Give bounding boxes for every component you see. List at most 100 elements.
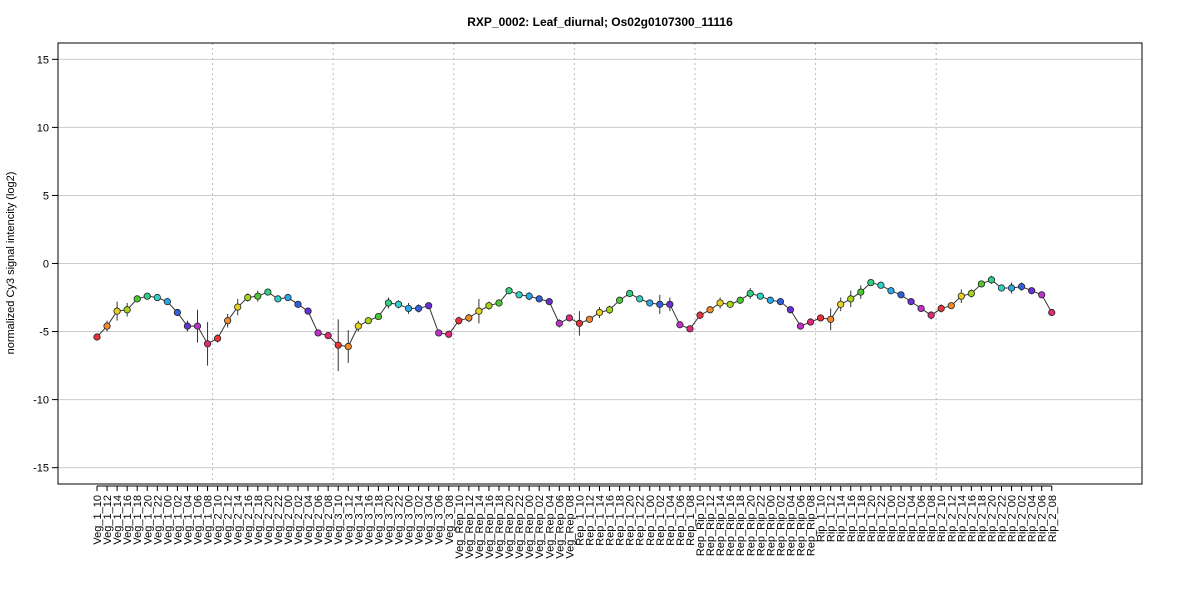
data-point: [947, 302, 955, 310]
data-point: [595, 308, 604, 317]
x-tick-label: Rep_Rip_02: [775, 495, 787, 556]
x-tick-label: Rip_2_16: [966, 495, 978, 542]
data-point: [897, 291, 905, 299]
x-tick-label: Veg_2_10: [213, 495, 225, 545]
x-tick-label: Veg_Rep_22: [514, 495, 526, 559]
x-tick-label: Rip_1_16: [846, 495, 858, 542]
x-axis: Veg_1_10Veg_1_12Veg_1_14Veg_1_16Veg_1_18…: [92, 485, 1059, 559]
data-point: [505, 287, 513, 295]
x-tick-label: Veg_1_18: [132, 495, 144, 545]
x-tick-label: Rip_1_08: [926, 495, 938, 542]
y-tick-label: 10: [37, 122, 49, 134]
x-tick-label: Veg_Rep_04: [544, 495, 556, 559]
x-tick-label: Rep_Rip_16: [725, 495, 737, 556]
data-point: [133, 295, 141, 303]
data-point: [605, 306, 614, 314]
data-point: [626, 289, 634, 298]
data-point: [435, 329, 443, 337]
x-tick-label: Rep_Rip_18: [735, 495, 747, 556]
x-tick-label: Rip_2_06: [1037, 495, 1049, 542]
x-tick-label: Veg_1_02: [172, 495, 184, 545]
data-point: [877, 281, 885, 289]
chart-title: RXP_0002: Leaf_diurnal; Os02g0107300_111…: [467, 15, 733, 29]
x-tick-label: Veg_2_08: [323, 495, 335, 545]
y-tick-label: 0: [43, 259, 49, 271]
x-tick-label: Rip_2_22: [997, 495, 1009, 542]
data-point: [93, 333, 101, 341]
data-point: [796, 322, 805, 330]
plot-frame: [57, 42, 1143, 485]
x-tick-label: Rep_1_08: [685, 495, 697, 546]
data-point: [726, 300, 734, 308]
data-point: [103, 322, 111, 330]
x-tick-label: Rep_Rip_10: [695, 495, 707, 556]
data-point: [565, 314, 573, 322]
x-tick-label: Veg_3_08: [444, 495, 456, 545]
x-tick-label: Rep_1_06: [675, 495, 687, 546]
x-tick-label: Rep_Rip_06: [796, 495, 808, 556]
data-point: [123, 306, 131, 314]
x-tick-label: Rep_1_18: [615, 495, 627, 546]
x-tick-label: Rep_Rip_00: [765, 495, 777, 556]
data-point: [364, 317, 372, 325]
data-point: [214, 334, 222, 342]
data-point: [475, 307, 483, 315]
x-tick-label: Rip_2_04: [1027, 495, 1039, 542]
data-point: [806, 318, 815, 326]
x-tick-label: Rep_1_12: [584, 495, 596, 546]
data-point: [525, 292, 533, 300]
data-point: [203, 340, 212, 348]
x-tick-label: Rip_2_20: [986, 495, 998, 542]
x-tick-label: Veg_3_04: [424, 495, 436, 545]
data-point: [917, 304, 925, 313]
data-point: [374, 312, 382, 321]
data-point: [857, 288, 865, 296]
data-point: [1028, 287, 1036, 295]
data-point: [816, 314, 825, 322]
data-point: [294, 300, 302, 308]
data-point: [394, 300, 403, 308]
x-tick-label: Rip_1_18: [856, 495, 868, 542]
data-point: [143, 292, 151, 300]
x-tick-label: Rip_1_00: [886, 495, 898, 542]
data-point: [1007, 284, 1016, 292]
x-tick-label: Rep_1_00: [645, 495, 657, 546]
x-tick-label: Veg_3_22: [394, 495, 406, 545]
x-tick-label: Veg_3_00: [404, 495, 416, 545]
x-tick-label: Veg_3_18: [373, 495, 385, 545]
data-point: [414, 304, 423, 313]
data-point: [153, 293, 161, 302]
y-tick-label: 5: [43, 190, 49, 202]
x-tick-label: Rep_1_16: [605, 495, 617, 546]
y-axis-label: normalized Cy3 signal intencity (log2): [5, 172, 17, 355]
data-point: [706, 306, 714, 314]
data-point: [163, 298, 171, 306]
data-point: [756, 292, 764, 300]
x-tick-label: Rep_1_10: [574, 495, 586, 546]
data-point: [545, 298, 553, 306]
data-point: [716, 299, 724, 307]
data-point: [535, 295, 543, 303]
data-point: [183, 322, 192, 330]
x-tick-label: Rip_1_04: [906, 495, 918, 542]
grid-lines: [58, 58, 1142, 469]
data-point: [686, 325, 694, 333]
x-tick-label: Veg_1_06: [193, 495, 205, 545]
data-point: [585, 315, 594, 323]
x-tick-label: Veg_1_00: [162, 495, 174, 545]
x-tick-label: Veg_Rep_06: [554, 495, 566, 559]
data-point: [766, 296, 774, 304]
data-point: [555, 319, 563, 327]
y-tick-label: -10: [33, 395, 49, 407]
x-tick-label: Rep_Rip_22: [755, 495, 767, 556]
data-point: [425, 302, 433, 310]
data-point: [907, 298, 915, 306]
data-point: [676, 321, 684, 329]
data-point: [264, 288, 272, 296]
x-tick-label: Rep_Rip_08: [806, 495, 818, 556]
data-point: [515, 291, 523, 299]
data-point: [636, 295, 644, 303]
x-tick-label: Veg_3_16: [363, 495, 375, 545]
x-tick-label: Veg_Rep_02: [534, 495, 546, 559]
data-point: [827, 315, 835, 323]
